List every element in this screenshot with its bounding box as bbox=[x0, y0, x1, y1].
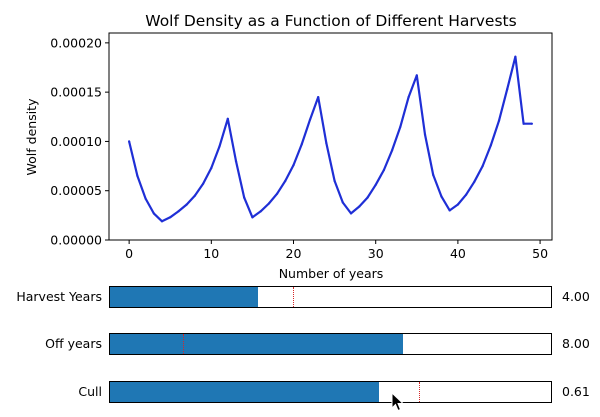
y-tick-label: 0.00010 bbox=[50, 134, 102, 149]
data-point bbox=[530, 122, 534, 125]
slider-fill bbox=[110, 382, 379, 402]
data-point bbox=[128, 140, 131, 143]
data-point bbox=[276, 192, 279, 195]
data-point bbox=[193, 194, 196, 197]
data-point bbox=[144, 197, 147, 200]
y-tick-label: 0.00020 bbox=[50, 35, 102, 50]
data-point bbox=[506, 88, 509, 91]
x-axis-ticks: 0 10 20 30 40 50 bbox=[125, 240, 548, 261]
slider-label: Off years bbox=[45, 336, 102, 351]
arrow-cursor-icon bbox=[391, 392, 405, 412]
data-point bbox=[251, 216, 254, 219]
slider-harvest-years[interactable]: Harvest Years 4.00 bbox=[0, 286, 600, 310]
data-point bbox=[160, 220, 164, 223]
chart-title: Wolf Density as a Function of Different … bbox=[145, 12, 516, 30]
slider-initial-marker bbox=[418, 382, 420, 402]
data-point bbox=[169, 216, 172, 219]
slider-value: 8.00 bbox=[562, 336, 590, 351]
slider-track[interactable] bbox=[109, 381, 552, 403]
data-point bbox=[432, 173, 435, 176]
data-point bbox=[152, 212, 155, 215]
series-points bbox=[128, 55, 534, 223]
data-point bbox=[177, 210, 180, 213]
x-tick-label: 50 bbox=[532, 246, 548, 261]
series-line-wolf-density bbox=[128, 55, 532, 223]
data-point bbox=[497, 119, 501, 122]
x-tick-label: 10 bbox=[203, 246, 219, 261]
data-point bbox=[407, 96, 410, 99]
data-point bbox=[218, 145, 221, 148]
data-point bbox=[465, 193, 468, 196]
slider-label: Harvest Years bbox=[16, 289, 102, 304]
data-point bbox=[415, 74, 418, 77]
slider-label: Cull bbox=[78, 384, 102, 399]
slider-fill bbox=[110, 287, 258, 307]
y-tick-label: 0.00015 bbox=[50, 85, 102, 100]
y-tick-label: 0.00000 bbox=[50, 233, 102, 248]
x-tick-label: 30 bbox=[368, 246, 384, 261]
data-point bbox=[399, 125, 402, 128]
y-axis-label: Wolf density bbox=[24, 98, 39, 176]
data-point bbox=[374, 183, 377, 186]
slider-value: 0.61 bbox=[562, 384, 590, 399]
data-point bbox=[317, 96, 320, 99]
slider-initial-marker bbox=[293, 287, 294, 307]
data-point bbox=[226, 117, 229, 120]
data-point bbox=[136, 174, 139, 177]
data-point bbox=[341, 201, 344, 204]
slider-initial-marker bbox=[182, 334, 184, 354]
x-tick-label: 40 bbox=[450, 246, 466, 261]
data-point bbox=[358, 205, 361, 208]
x-tick-label: 20 bbox=[286, 246, 302, 261]
data-point bbox=[473, 180, 476, 183]
plot-area bbox=[108, 32, 553, 241]
data-point bbox=[267, 202, 270, 205]
data-point bbox=[448, 209, 451, 212]
data-point bbox=[292, 164, 295, 167]
data-point bbox=[349, 212, 353, 215]
data-point bbox=[185, 203, 188, 206]
data-point bbox=[300, 143, 303, 146]
data-point bbox=[308, 118, 312, 121]
slider-value: 4.00 bbox=[562, 289, 590, 304]
slider-fill bbox=[110, 334, 404, 354]
y-axis-ticks: 0.00000 0.00005 0.00010 0.00015 0.00020 bbox=[50, 35, 109, 248]
data-point bbox=[234, 160, 238, 163]
data-point bbox=[489, 144, 492, 147]
data-point bbox=[202, 182, 205, 185]
data-point bbox=[456, 203, 459, 206]
data-point bbox=[284, 179, 287, 182]
x-axis-label: Number of years bbox=[279, 266, 384, 281]
data-point bbox=[391, 149, 394, 152]
x-tick-label: 0 bbox=[125, 246, 133, 261]
data-point bbox=[259, 210, 262, 213]
y-tick-label: 0.00005 bbox=[50, 183, 102, 198]
slider-track[interactable] bbox=[109, 286, 552, 308]
data-point bbox=[333, 179, 336, 182]
data-point bbox=[210, 166, 213, 170]
data-point bbox=[423, 133, 427, 136]
data-point bbox=[440, 195, 443, 198]
data-point bbox=[481, 165, 484, 168]
slider-off-years[interactable]: Off years 8.00 bbox=[0, 333, 600, 357]
slider-track[interactable] bbox=[109, 333, 552, 355]
data-point bbox=[243, 196, 246, 199]
data-point bbox=[514, 55, 517, 58]
data-point bbox=[325, 142, 328, 145]
data-point bbox=[382, 168, 385, 172]
data-point bbox=[366, 196, 369, 199]
data-point bbox=[522, 122, 525, 125]
slider-cull[interactable]: Cull 0.61 bbox=[0, 381, 600, 405]
